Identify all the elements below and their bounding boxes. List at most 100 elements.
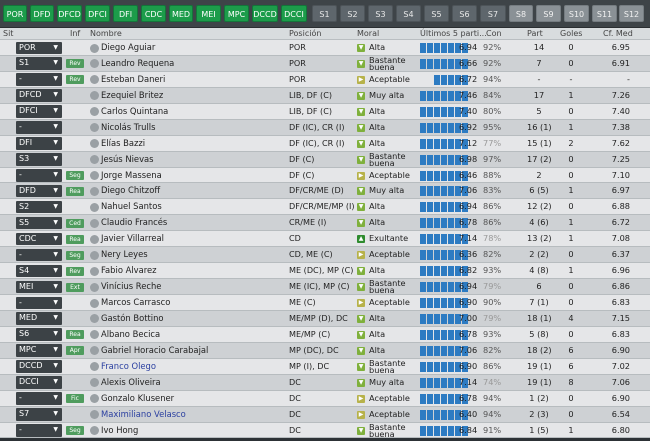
player-name[interactable]: Javier Villarreal: [101, 233, 164, 244]
selection-dropdown[interactable]: DFCD ▼: [16, 89, 62, 102]
table-row[interactable]: S6 ▼ Rea Albano Becica ME/MP (C) ▼ Alta 6.78 93%…: [0, 326, 650, 343]
tab-s1[interactable]: S1: [312, 5, 337, 22]
role-badge[interactable]: Ext: [66, 282, 84, 292]
tab-dfi[interactable]: DFI: [113, 5, 138, 22]
player-name[interactable]: Jorge Massena: [101, 169, 162, 180]
table-row[interactable]: DCCD ▼ Franco Olego MP (I), DC ▼ Bastante buen…: [0, 359, 650, 375]
player-name[interactable]: Alexis Oliveira: [101, 376, 161, 387]
table-row[interactable]: DCCI ▼ Alexis Oliveira DC ▼ Muy alta 7.14 74% 19…: [0, 374, 650, 391]
player-info-icon[interactable]: [90, 234, 99, 244]
selection-dropdown[interactable]: - ▼: [16, 169, 62, 182]
player-name[interactable]: Vinícius Reche: [101, 281, 162, 292]
selection-dropdown[interactable]: S2 ▼: [16, 200, 62, 214]
selection-dropdown[interactable]: - ▼: [16, 424, 62, 437]
role-badge[interactable]: Rea: [66, 186, 84, 196]
selection-dropdown[interactable]: DCCD ▼: [16, 360, 62, 373]
table-row[interactable]: S4 ▼ Rev Fabio Alvarez ME (DC), MP (C) ▼ Alta 6…: [0, 263, 650, 280]
player-name[interactable]: Marcos Carrasco: [101, 297, 171, 308]
tab-dcci[interactable]: DCCI: [281, 5, 307, 22]
selection-dropdown[interactable]: S4 ▼: [16, 264, 62, 278]
table-row[interactable]: POR ▼ Diego Aguiar POR ▼ Alta 6.94 92% 14 0 6.95: [0, 40, 650, 56]
player-name[interactable]: Fabio Alvarez: [101, 265, 157, 276]
tab-s2[interactable]: S2: [340, 5, 365, 22]
player-info-icon[interactable]: [90, 107, 99, 117]
player-name[interactable]: Elías Bazzi: [101, 137, 146, 148]
tab-por[interactable]: POR: [3, 5, 27, 22]
tab-s5[interactable]: S5: [424, 5, 449, 22]
player-name[interactable]: Diego Aguiar: [101, 42, 156, 52]
tab-s11[interactable]: S11: [592, 5, 617, 22]
role-badge[interactable]: Apr: [66, 346, 84, 356]
player-info-icon[interactable]: [90, 314, 99, 324]
player-info-icon[interactable]: [90, 186, 99, 196]
player-info-icon[interactable]: [90, 202, 99, 212]
player-info-icon[interactable]: [90, 91, 99, 101]
player-info-icon[interactable]: [90, 59, 99, 69]
table-row[interactable]: S5 ▼ Ced Claudio Francés CR/ME (I) ▼ Alta 6.78 8…: [0, 215, 650, 232]
player-info-icon[interactable]: [90, 266, 99, 276]
role-badge[interactable]: Rea: [66, 234, 84, 244]
table-row[interactable]: - ▼ Nicolás Trulls DF (IC), CR (I) ▼ Alta 6.92…: [0, 119, 650, 136]
table-row[interactable]: - ▼ Seg Jorge Massena DF (C) ▶ Aceptable 6.46 88…: [0, 167, 650, 184]
tab-mpc[interactable]: MPC: [224, 5, 249, 22]
selection-dropdown[interactable]: DFCI ▼: [16, 105, 62, 118]
table-row[interactable]: - ▼ Marcos Carrasco ME (C) ▶ Aceptable 6.90 90%…: [0, 295, 650, 311]
tab-dccd[interactable]: DCCD: [252, 5, 278, 22]
player-info-icon[interactable]: [90, 282, 99, 292]
selection-dropdown[interactable]: - ▼: [16, 392, 62, 405]
table-row[interactable]: MPC ▼ Apr Gabriel Horacio Carabajal MP (DC),…: [0, 342, 650, 359]
role-badge[interactable]: Rev: [66, 266, 84, 276]
tab-mei[interactable]: MEI: [196, 5, 221, 22]
selection-dropdown[interactable]: DCCI ▼: [16, 376, 62, 389]
role-badge[interactable]: Seg: [66, 250, 84, 260]
tab-s8[interactable]: S8: [509, 5, 533, 22]
selection-dropdown[interactable]: S1 ▼: [16, 57, 62, 70]
selection-dropdown[interactable]: DFD ▼: [16, 184, 62, 198]
tab-s12[interactable]: S12: [619, 5, 644, 22]
player-name[interactable]: Ezequiel Britez: [101, 89, 164, 100]
selection-dropdown[interactable]: CDC ▼: [16, 232, 62, 246]
player-info-icon[interactable]: [90, 362, 99, 372]
player-name[interactable]: Esteban Daneri: [101, 73, 166, 84]
selection-dropdown[interactable]: DFI ▼: [16, 137, 62, 150]
table-row[interactable]: - ▼ Fic Gonzalo Klusener DC ▶ Aceptable 6.78 94%…: [0, 390, 650, 407]
selection-dropdown[interactable]: S5 ▼: [16, 216, 62, 230]
player-info-icon[interactable]: [90, 378, 99, 388]
role-badge[interactable]: Rea: [66, 330, 84, 340]
player-info-icon[interactable]: [90, 250, 99, 260]
selection-dropdown[interactable]: S3 ▼: [16, 153, 62, 166]
tab-dfcd[interactable]: DFCD: [57, 5, 82, 22]
selection-dropdown[interactable]: - ▼: [16, 248, 62, 262]
tab-s4[interactable]: S4: [396, 5, 421, 22]
player-info-icon[interactable]: [90, 330, 99, 340]
tab-cdc[interactable]: CDC: [141, 5, 166, 22]
player-name[interactable]: Franco Olego: [101, 360, 156, 371]
selection-dropdown[interactable]: - ▼: [16, 73, 62, 86]
table-row[interactable]: S1 ▼ Rev Leandro Requena POR ▼ Bastante buena 6.…: [0, 56, 650, 72]
player-name[interactable]: Nery Leyes: [101, 249, 148, 260]
table-row[interactable]: DFCD ▼ Ezequiel Britez LIB, DF (C) ▼ Muy alta…: [0, 87, 650, 104]
player-info-icon[interactable]: [90, 171, 99, 181]
col-goles[interactable]: Goles: [560, 29, 583, 38]
table-row[interactable]: MEI ▼ Ext Vinícius Reche ME (IC), MP (C) ▼ Bas…: [0, 279, 650, 296]
tab-s6[interactable]: S6: [452, 5, 477, 22]
role-badge[interactable]: Seg: [66, 171, 84, 181]
col-sit[interactable]: Sit: [3, 29, 14, 38]
player-info-icon[interactable]: [90, 346, 99, 356]
player-name[interactable]: Gonzalo Klusener: [101, 392, 175, 403]
col-con[interactable]: Con: [486, 29, 502, 38]
selection-dropdown[interactable]: S7 ▼: [16, 408, 62, 421]
tab-s7[interactable]: S7: [480, 5, 506, 22]
player-name[interactable]: Nahuel Santos: [101, 201, 162, 212]
player-info-icon[interactable]: [90, 123, 99, 133]
table-row[interactable]: DFI ▼ Elías Bazzi DF (IC), CR (I) ▼ Alta 7.12 7…: [0, 135, 650, 152]
selection-dropdown[interactable]: - ▼: [16, 296, 62, 310]
player-info-icon[interactable]: [90, 43, 99, 53]
selection-dropdown[interactable]: MEI ▼: [16, 280, 62, 294]
table-row[interactable]: DFD ▼ Rea Diego Chitzoff DF/CR/ME (D) ▼ Muy al…: [0, 183, 650, 200]
tab-dfd[interactable]: DFD: [30, 5, 54, 22]
player-name[interactable]: Leandro Requena: [101, 57, 175, 68]
tab-s3[interactable]: S3: [368, 5, 393, 22]
player-name[interactable]: Claudio Francés: [101, 217, 168, 228]
selection-dropdown[interactable]: MPC ▼: [16, 344, 62, 357]
